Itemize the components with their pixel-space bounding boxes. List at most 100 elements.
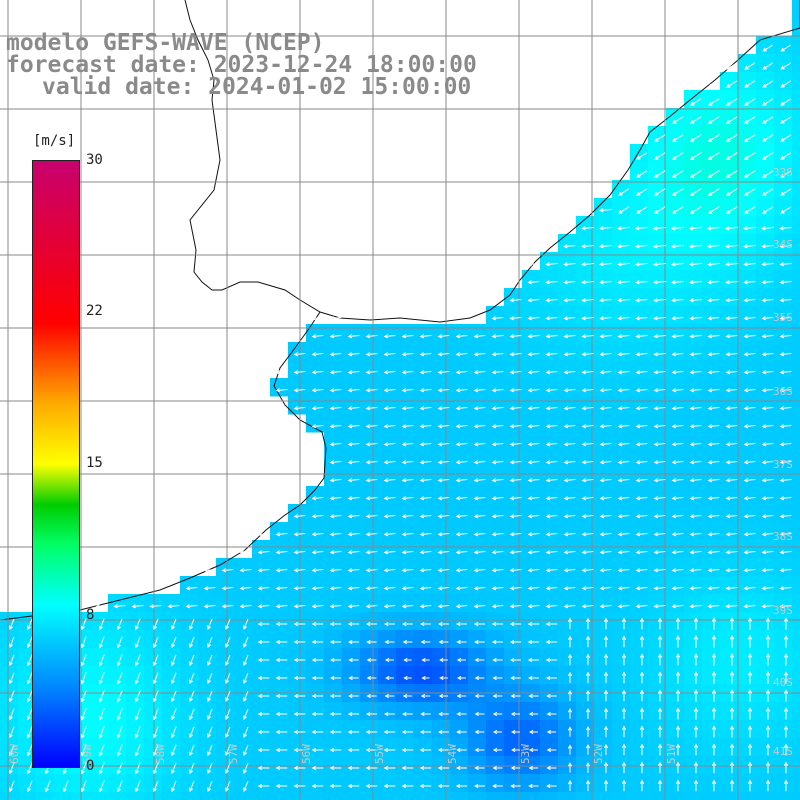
wind-cell xyxy=(720,306,739,325)
wind-cell xyxy=(144,702,163,721)
wind-cell xyxy=(450,468,469,487)
wind-cell xyxy=(702,144,721,163)
wind-arrow xyxy=(725,170,738,178)
wind-cell xyxy=(630,738,649,757)
wind-cell xyxy=(648,486,667,505)
wind-cell xyxy=(540,360,559,379)
wind-cell xyxy=(612,216,631,235)
wind-arrow xyxy=(437,532,450,537)
wind-arrow xyxy=(365,442,378,447)
wind-cell xyxy=(684,630,703,649)
wind-arrow xyxy=(311,586,324,591)
wind-arrow xyxy=(167,604,180,609)
wind-arrow xyxy=(617,352,630,357)
wind-cell xyxy=(684,306,703,325)
wind-arrow xyxy=(347,568,360,573)
wind-arrow xyxy=(652,226,667,231)
wind-arrow xyxy=(189,762,195,775)
wind-arrow xyxy=(80,690,87,703)
wind-arrow xyxy=(419,532,432,537)
wind-arrow xyxy=(491,334,504,339)
wind-arrow xyxy=(98,762,105,775)
wind-cell xyxy=(558,774,577,793)
wind-cell xyxy=(540,324,559,343)
wind-arrow xyxy=(783,671,789,684)
wind-arrow xyxy=(347,424,360,429)
wind-arrow xyxy=(329,406,342,411)
wind-arrow xyxy=(675,761,681,774)
wind-cell xyxy=(504,558,523,577)
wind-arrow xyxy=(546,693,557,699)
wind-cell xyxy=(594,306,613,325)
wind-cell xyxy=(18,648,37,667)
wind-cell xyxy=(774,216,793,235)
wind-arrow xyxy=(347,388,360,393)
wind-cell xyxy=(450,612,469,631)
wind-arrow xyxy=(653,388,666,393)
wind-arrow xyxy=(98,780,105,793)
wind-arrow xyxy=(639,707,645,720)
wind-arrow xyxy=(348,675,359,681)
wind-arrow xyxy=(456,729,467,735)
wind-arrow xyxy=(366,657,377,663)
wind-cell xyxy=(792,414,800,433)
wind-arrow xyxy=(275,532,288,537)
wind-cell xyxy=(666,432,685,451)
wind-arrow xyxy=(765,761,771,774)
wind-arrow xyxy=(675,743,681,756)
wind-arrow xyxy=(437,765,450,771)
wind-cell xyxy=(576,414,595,433)
wind-cell xyxy=(378,792,397,800)
wind-arrow xyxy=(725,206,738,214)
wind-cell xyxy=(396,468,415,487)
wind-cell xyxy=(378,342,397,361)
wind-arrow xyxy=(689,316,702,321)
wind-cell xyxy=(360,612,379,631)
wind-arrow xyxy=(725,424,738,429)
wind-cell xyxy=(666,702,685,721)
wind-cell xyxy=(450,648,469,667)
wind-cell xyxy=(702,270,721,289)
wind-cell xyxy=(666,414,685,433)
wind-arrow xyxy=(9,744,15,757)
wind-arrow xyxy=(689,442,702,447)
wind-arrow xyxy=(383,388,396,393)
wind-arrow xyxy=(207,744,213,757)
wind-arrow xyxy=(729,761,735,774)
wind-arrow xyxy=(528,675,539,681)
wind-cell xyxy=(396,522,415,541)
wind-arrow xyxy=(653,478,666,483)
wind-arrow xyxy=(527,262,540,267)
wind-cell xyxy=(234,666,253,685)
wind-cell xyxy=(684,198,703,217)
colorbar-tick-15: 15 xyxy=(86,455,103,471)
wind-cell xyxy=(504,720,523,739)
wind-arrow xyxy=(437,460,450,465)
wind-cell xyxy=(180,594,199,613)
wind-cell xyxy=(396,666,415,685)
wind-arrow xyxy=(401,604,414,609)
wind-arrow xyxy=(243,762,249,774)
wind-cell xyxy=(360,504,379,523)
wind-arrow xyxy=(455,460,468,465)
wind-arrow xyxy=(509,442,522,447)
wind-cell xyxy=(414,522,433,541)
wind-arrow xyxy=(567,617,573,630)
wind-cell xyxy=(522,396,541,415)
wind-cell xyxy=(486,702,505,721)
wind-arrow xyxy=(293,711,306,717)
wind-cell xyxy=(522,522,541,541)
wind-cell xyxy=(540,756,559,775)
wind-arrow xyxy=(528,693,539,699)
wind-arrow xyxy=(708,80,720,88)
wind-cell xyxy=(630,504,649,523)
wind-arrow xyxy=(419,388,432,393)
wind-arrow xyxy=(401,370,414,375)
wind-arrow xyxy=(401,478,414,483)
wind-cell xyxy=(486,378,505,397)
wind-cell xyxy=(396,720,415,739)
wind-cell xyxy=(558,432,577,451)
wind-arrow xyxy=(257,550,270,555)
